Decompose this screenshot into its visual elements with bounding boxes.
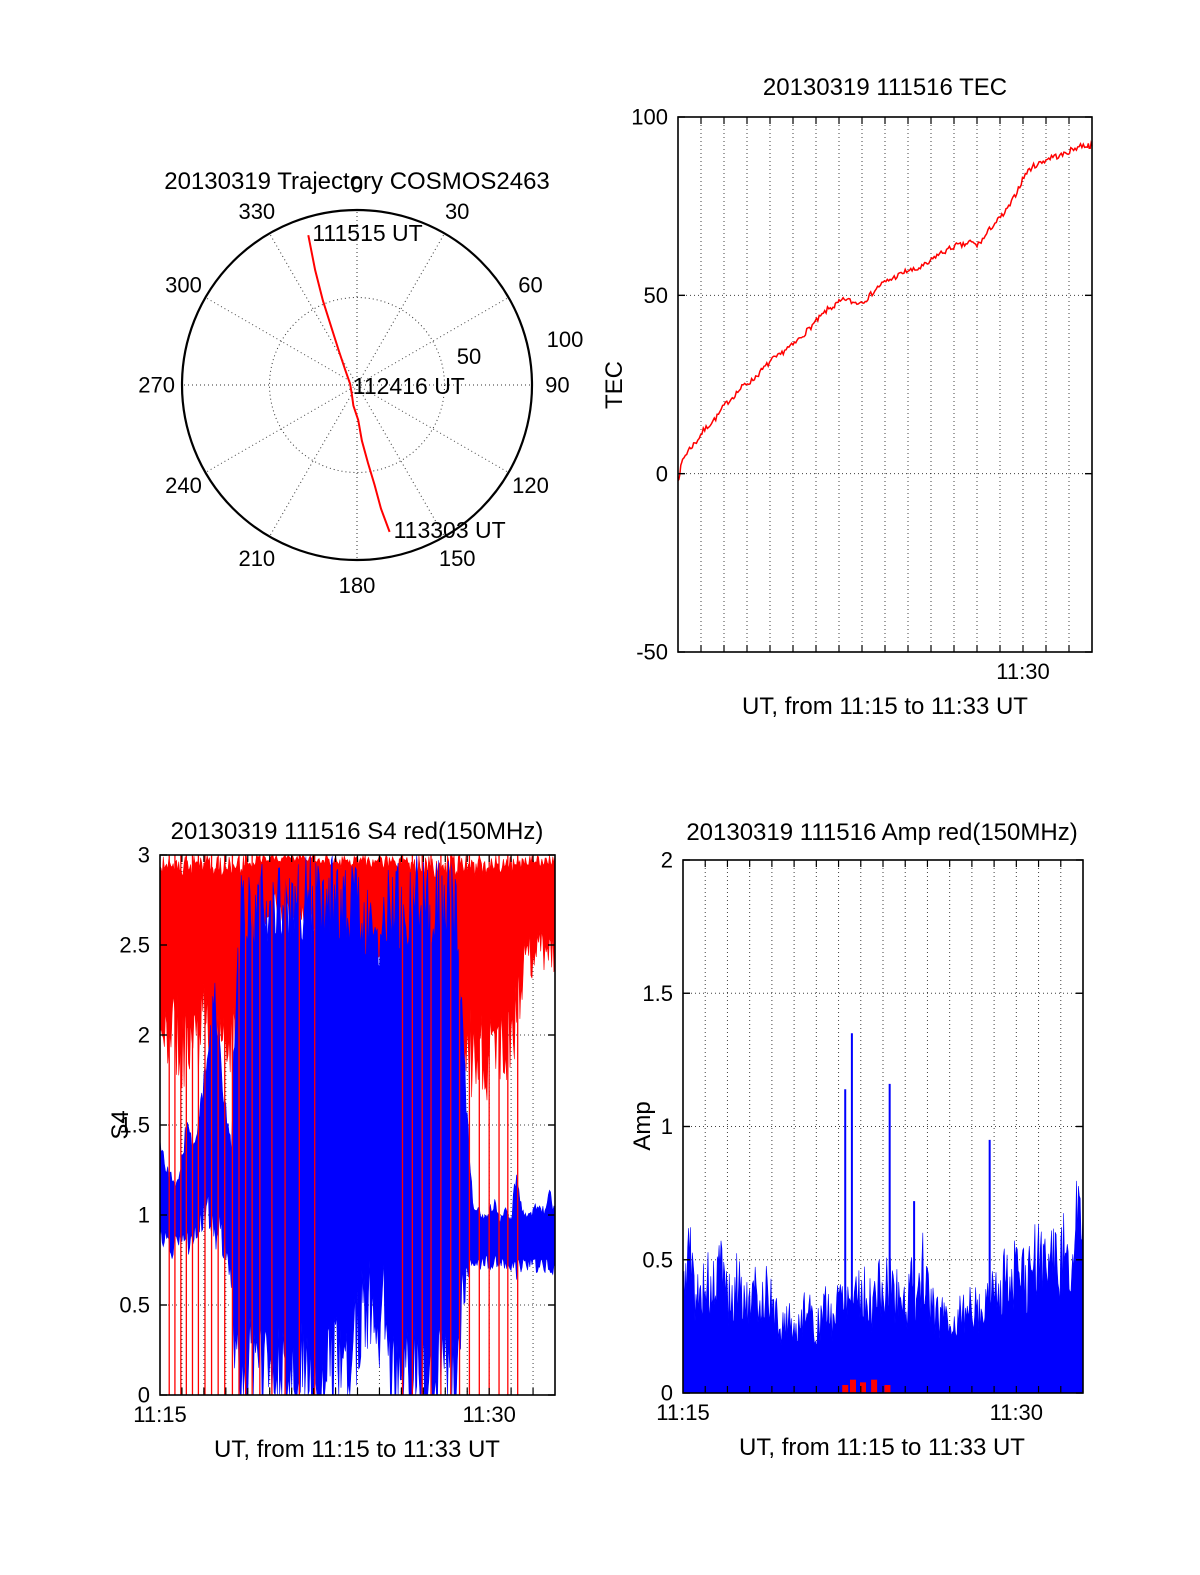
- y-tick-label: 2.5: [119, 933, 150, 958]
- trajectory-line: [307, 235, 391, 533]
- x-tick-label: 11:30: [990, 1400, 1043, 1425]
- radial-tick-label: 50: [457, 344, 481, 369]
- y-tick-label: 3: [138, 843, 150, 868]
- azimuth-tick-label: 30: [445, 199, 469, 224]
- s4-chart-title: 20130319 111516 S4 red(150MHz): [170, 818, 544, 845]
- azimuth-tick-label: 180: [339, 573, 376, 598]
- y-tick-label: 0.5: [642, 1247, 673, 1272]
- amp-red-mark: [860, 1382, 866, 1393]
- radial-tick-label: 100: [547, 327, 584, 352]
- amp-canvas: 2 1.5 1 0.5 011:15 11:30: [642, 848, 1084, 1425]
- y-tick-label: 0: [661, 1381, 673, 1406]
- tec-canvas: 100 50 0 -50 11:30: [631, 105, 1093, 684]
- y-tick-label: 2: [138, 1023, 150, 1048]
- amp-chart-title: 20130319 111516 Amp red(150MHz): [686, 819, 1078, 846]
- y-tick-label: 1: [138, 1203, 150, 1228]
- y-tick-label: 1.5: [642, 981, 673, 1006]
- s4-x-axis-label: UT, from 11:15 to 11:33 UT: [214, 1436, 500, 1463]
- azimuth-tick-label: 300: [165, 273, 202, 298]
- y-tick-label: 0.5: [119, 1293, 150, 1318]
- azimuth-tick-label: 210: [238, 546, 275, 571]
- x-tick-label: 11:15: [133, 1402, 186, 1427]
- trajectory-chart-title: 20130319 Trajectory COSMOS2463: [164, 168, 550, 195]
- trajectory-time-label: 113303 UT: [394, 517, 506, 543]
- tec-x-axis-label: UT, from 11:15 to 11:33 UT: [742, 693, 1028, 720]
- azimuth-tick-label: 120: [512, 473, 549, 498]
- y-tick-label: 50: [644, 283, 668, 308]
- x-tick-label: 11:30: [462, 1402, 515, 1427]
- azimuth-tick-label: 240: [165, 473, 202, 498]
- trajectory-canvas: 0 30 60 90 120 150 180 210 240 270 300 330 50 100 1115…: [138, 172, 584, 598]
- tec-series-line: [677, 140, 1093, 482]
- amp-x-axis-label: UT, from 11:15 to 11:33 UT: [739, 1434, 1025, 1461]
- trajectory-time-label: 111515 UT: [312, 220, 422, 246]
- x-tick-label: 11:15: [656, 1400, 709, 1425]
- amp-red-mark: [842, 1385, 849, 1393]
- y-tick-label: 1: [661, 1114, 673, 1139]
- azimuth-tick-label: 330: [238, 199, 275, 224]
- amp-series-area: [682, 1180, 1084, 1394]
- y-tick-label: -50: [636, 640, 668, 665]
- azimuth-tick-label: 60: [518, 273, 542, 298]
- y-tick-label: 0: [138, 1383, 150, 1408]
- azimuth-tick-label: 90: [545, 373, 569, 398]
- y-tick-label: 100: [631, 105, 668, 130]
- trajectory-time-label: 112416 UT: [353, 373, 465, 399]
- y-tick-label: 1.5: [119, 1113, 150, 1138]
- amp-red-mark: [871, 1379, 878, 1393]
- amp-red-mark: [850, 1379, 856, 1393]
- s4-canvas: 3 2.5 2 1.5 1 0.5 011:15 11:30: [119, 843, 556, 1427]
- azimuth-tick-label: 150: [439, 546, 476, 571]
- azimuth-tick-label: 0: [351, 172, 363, 197]
- tec-chart-title: 20130319 111516 TEC: [762, 74, 1008, 101]
- azimuth-tick-label: 270: [138, 373, 175, 398]
- amp-red-mark: [884, 1385, 891, 1393]
- y-tick-label: 0: [656, 461, 668, 486]
- y-tick-label: 2: [661, 848, 673, 873]
- x-tick-label: 11:30: [996, 659, 1049, 684]
